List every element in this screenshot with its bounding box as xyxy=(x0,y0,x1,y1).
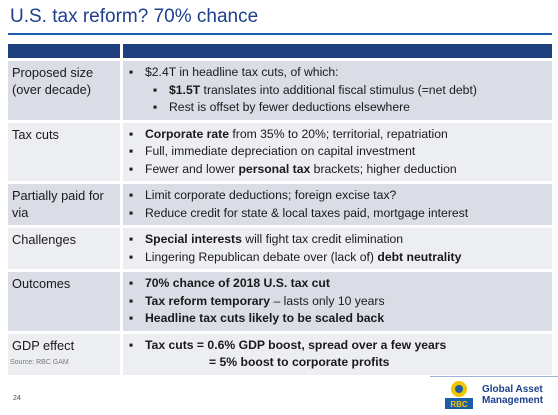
table-header xyxy=(8,44,552,58)
row-content: ▪ 70% chance of 2018 U.S. tax cut ▪ Tax ref… xyxy=(123,272,552,331)
bullet-text-part: Rest is offset by fewer deductions elsew… xyxy=(169,100,410,114)
bullet-text-bold: Special interests xyxy=(145,232,242,246)
bullet-item: ▪ Corporate rate from 35% to 20%; territo… xyxy=(129,126,546,144)
bullet-item: ▪ Reduce credit for state & local taxes p… xyxy=(129,205,546,223)
bullet-text: Tax reform temporary – lasts only 10 yea… xyxy=(145,293,385,311)
row-label: Tax cuts xyxy=(8,122,120,181)
bullet-icon: ▪ xyxy=(129,337,134,352)
bullet-item: ▪ Rest is offset by fewer deductions else… xyxy=(129,99,546,117)
bullet-text-part: Reduce credit for state & local taxes pa… xyxy=(145,205,469,220)
header-cell-label xyxy=(8,44,120,58)
bullet-text-part: Limit corporate deductions; foreign exci… xyxy=(145,188,397,202)
bullet-text: Limit corporate deductions; foreign exci… xyxy=(145,187,396,205)
bullet-text-bold: personal tax xyxy=(238,161,311,176)
bullet-icon: ▪ xyxy=(129,188,134,202)
bullet-text-bold: = 5% boost to corporate profits xyxy=(209,355,390,369)
bullet-text: Corporate rate from 35% to 20%; territor… xyxy=(145,126,448,144)
source-note: Source: RBC GAM xyxy=(10,359,69,366)
slide-title: U.S. tax reform? 70% chance xyxy=(10,6,259,27)
bullet-icon: ▪ xyxy=(129,276,134,290)
bullet-icon: ▪ xyxy=(129,65,134,79)
bullet-text: Reduce credit for state & local taxes pa… xyxy=(145,205,468,223)
row-label: Challenges xyxy=(8,228,120,269)
bullet-text: Full, immediate depreciation on capital … xyxy=(145,143,415,161)
rbc-lion-shield-icon: RBC xyxy=(442,378,476,412)
row-label: Partially paid for via xyxy=(8,184,120,225)
bullet-icon: ▪ xyxy=(153,100,158,114)
table-row: Partially paid for via ▪ Limit corporate d… xyxy=(8,184,552,225)
row-label: GDP effect xyxy=(8,333,120,375)
bullet-item: ▪ Headline tax cuts likely to be scaled b… xyxy=(129,310,546,328)
bullet-text-part: Full, immediate depreciation on capital … xyxy=(145,144,416,158)
bullet-item: ▪ Fewer and lower personal tax brackets; … xyxy=(129,161,546,179)
row-label: Outcomes xyxy=(8,272,120,331)
bullet-text-part: from 35% to 20%; territorial, repatriati… xyxy=(228,126,448,141)
logo-badge-text: RBC xyxy=(450,400,468,409)
bullet-text-bold: debt neutrality xyxy=(377,249,462,264)
bullet-text-bold: Tax cuts = 0.6% GDP boost, spread over a… xyxy=(145,337,447,352)
bullet-icon: ▪ xyxy=(129,249,134,264)
bullet-icon: ▪ xyxy=(129,161,134,176)
table-row: Outcomes ▪ 70% chance of 2018 U.S. tax cut… xyxy=(8,272,552,331)
row-content: ▪ Tax cuts = 0.6% GDP boost, spread over … xyxy=(123,333,552,375)
bullet-text: $2.4T in headline tax cuts, of which: xyxy=(145,64,339,82)
bullet-text: Rest is offset by fewer deductions elsew… xyxy=(169,99,410,117)
bullet-item: ▪ $1.5T translates into additional fiscal… xyxy=(129,82,546,100)
bullet-text: 70% chance of 2018 U.S. tax cut xyxy=(145,275,330,293)
bullet-item: ▪ Special interests will fight tax credit… xyxy=(129,231,546,249)
rbc-gam-logo: RBC Global Asset Management xyxy=(442,378,543,412)
table-rows: Proposed size (over decade) ▪ $2.4T in hea… xyxy=(8,61,552,375)
bullet-icon: ▪ xyxy=(129,205,134,220)
bullet-text-part: brackets; higher deduction xyxy=(310,161,457,176)
bullet-text-bold: 70% chance of 2018 U.S. tax cut xyxy=(145,276,330,290)
bullet-text-part: $2.4T in headline tax cuts, of which: xyxy=(145,65,339,79)
bullet-text: $1.5T translates into additional fiscal … xyxy=(169,82,477,100)
row-content: ▪ Limit corporate deductions; foreign exc… xyxy=(123,184,552,225)
bullet-text: Special interests will fight tax credit … xyxy=(145,231,403,249)
bullet-icon: ▪ xyxy=(153,82,158,97)
bullet-icon: ▪ xyxy=(129,311,134,325)
table-row: GDP effect ▪ Tax cuts = 0.6% GDP boost, sp… xyxy=(8,333,552,375)
bullet-text-bold: Headline tax cuts likely to be scaled ba… xyxy=(145,311,385,325)
bullet-item: ▪ Lingering Republican debate over (lack … xyxy=(129,249,546,267)
bullet-item: ▪ $2.4T in headline tax cuts, of which: xyxy=(129,64,546,82)
bullet-text: Headline tax cuts likely to be scaled ba… xyxy=(145,310,384,328)
footer-divider xyxy=(430,376,558,377)
bullet-text-bold: Tax reform temporary xyxy=(145,293,271,308)
bullet-icon: ▪ xyxy=(129,144,134,158)
title-divider xyxy=(8,33,552,35)
bullet-item: ▪ Tax cuts = 0.6% GDP boost, spread over … xyxy=(129,337,546,355)
bullet-item: = 5% boost to corporate profits xyxy=(129,354,546,372)
bullet-text-part: Fewer and lower xyxy=(145,161,239,176)
table-row: Tax cuts ▪ Corporate rate from 35% to 20%;… xyxy=(8,122,552,181)
row-content: ▪ Special interests will fight tax credit… xyxy=(123,228,552,269)
page-number: 24 xyxy=(13,395,21,402)
logo-text-line1: Global Asset xyxy=(482,384,543,395)
bullet-text: Lingering Republican debate over (lack o… xyxy=(145,249,461,267)
bullet-icon: ▪ xyxy=(129,126,134,141)
bullet-icon: ▪ xyxy=(129,293,134,308)
bullet-text: = 5% boost to corporate profits xyxy=(209,354,389,372)
logo-text-line2: Management xyxy=(482,395,544,406)
bullet-text-bold: $1.5T xyxy=(169,82,201,97)
summary-table: Proposed size (over decade) ▪ $2.4T in hea… xyxy=(8,44,552,375)
bullet-item: ▪ 70% chance of 2018 U.S. tax cut xyxy=(129,275,546,293)
bullet-text: Fewer and lower personal tax brackets; h… xyxy=(145,161,457,179)
table-row: Challenges ▪ Special interests will fight … xyxy=(8,228,552,269)
table-row: Proposed size (over decade) ▪ $2.4T in hea… xyxy=(8,61,552,120)
bullet-text-part: – lasts only 10 years xyxy=(270,293,385,308)
row-label: Proposed size (over decade) xyxy=(8,61,120,120)
bullet-icon: ▪ xyxy=(129,232,134,246)
bullet-text-bold: Corporate rate xyxy=(145,126,229,141)
row-content: ▪ $2.4T in headline tax cuts, of which: ▪ $… xyxy=(123,61,552,120)
bullet-item: ▪ Full, immediate depreciation on capital… xyxy=(129,143,546,161)
header-cell-body xyxy=(123,44,552,58)
row-content: ▪ Corporate rate from 35% to 20%; territo… xyxy=(123,122,552,181)
bullet-text: Tax cuts = 0.6% GDP boost, spread over a… xyxy=(145,337,446,355)
bullet-text-part: will fight tax credit elimination xyxy=(241,232,404,246)
bullet-text-part: Lingering Republican debate over (lack o… xyxy=(145,249,378,264)
bullet-item: ▪ Tax reform temporary – lasts only 10 ye… xyxy=(129,293,546,311)
bullet-text-part: translates into additional fiscal stimul… xyxy=(200,82,477,97)
bullet-item: ▪ Limit corporate deductions; foreign exc… xyxy=(129,187,546,205)
